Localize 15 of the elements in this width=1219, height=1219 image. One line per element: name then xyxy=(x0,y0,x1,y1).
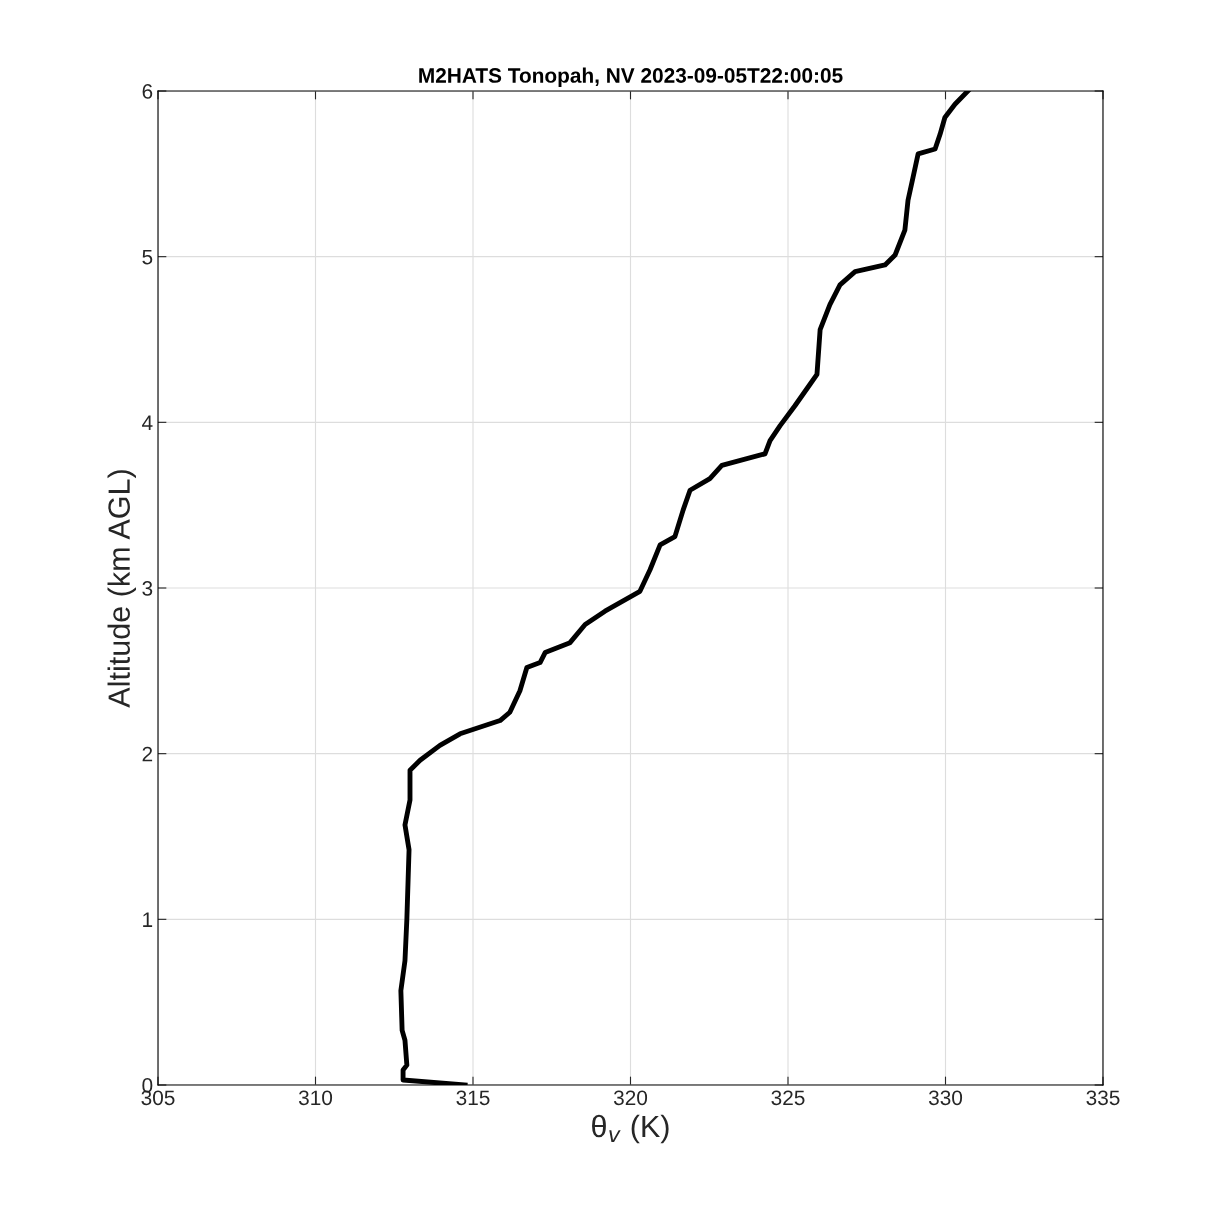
x-axis-title: θ$_{v}$ (K) xyxy=(592,1114,669,1144)
x-tick-label: 315 xyxy=(456,1090,490,1106)
y-tick-label: 4 xyxy=(142,415,153,430)
y-axis-title: Altitude (km AGL) xyxy=(107,470,136,708)
y-tick-label: 3 xyxy=(142,581,153,596)
x-tick-label: 320 xyxy=(613,1090,648,1106)
x-tick-label: 325 xyxy=(771,1090,805,1106)
x-tick-label: 330 xyxy=(928,1090,963,1106)
y-tick-label: 6 xyxy=(142,84,153,99)
y-tick-label: 5 xyxy=(142,249,153,265)
x-tick-label: 335 xyxy=(1086,1090,1120,1106)
chart-title: M2HATS Tonopah, NV 2023-09-05T22:00:05 xyxy=(419,67,843,87)
y-tick-label: 1 xyxy=(143,912,153,927)
x-tick-label: 310 xyxy=(298,1090,333,1106)
y-tick-label: 2 xyxy=(142,746,153,762)
